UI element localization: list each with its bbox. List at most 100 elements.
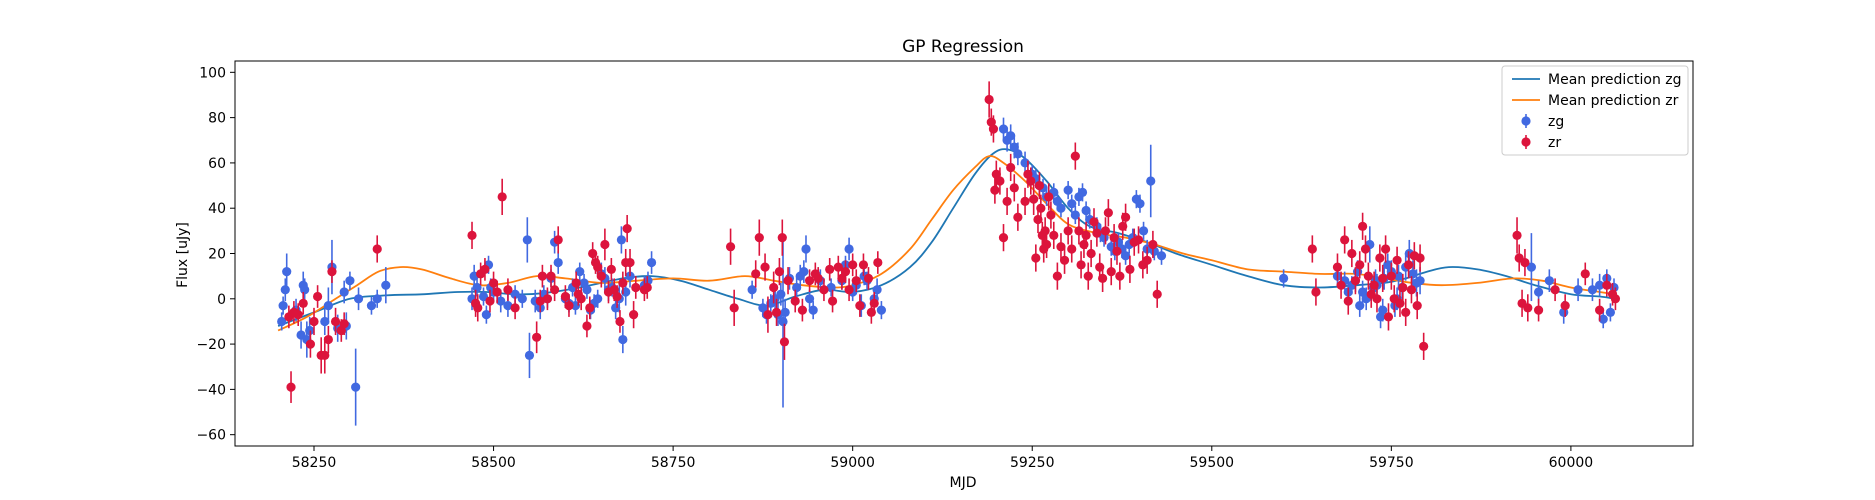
marker xyxy=(478,291,489,302)
marker xyxy=(330,316,341,327)
marker xyxy=(372,294,382,304)
marker xyxy=(585,303,595,313)
y-tick-label: 20 xyxy=(208,247,226,263)
marker xyxy=(1040,226,1050,236)
marker xyxy=(300,285,310,295)
marker xyxy=(1332,262,1343,272)
marker xyxy=(351,382,361,392)
marker xyxy=(873,257,883,268)
marker xyxy=(813,273,823,284)
marker xyxy=(1580,269,1590,279)
legend-label: zr xyxy=(1548,135,1561,151)
marker xyxy=(1052,196,1062,207)
marker xyxy=(1063,185,1073,195)
marker xyxy=(600,239,610,250)
marker xyxy=(522,235,532,245)
data-point-zr xyxy=(1046,201,1056,229)
data-point-zr xyxy=(825,258,835,281)
marker xyxy=(615,316,625,327)
data-point-zr xyxy=(1347,239,1357,268)
data-point-zg xyxy=(282,253,292,290)
marker xyxy=(998,124,1009,134)
marker xyxy=(1133,235,1144,245)
data-point-zr xyxy=(312,285,323,308)
data-point-zr xyxy=(990,176,1000,204)
marker xyxy=(320,350,330,361)
data-point-zr xyxy=(1098,264,1108,292)
legend-item: Mean prediction zr xyxy=(1512,93,1679,109)
legend-marker-swatch xyxy=(1521,137,1531,147)
marker xyxy=(1077,187,1088,197)
data-point-zr xyxy=(848,253,858,277)
data-point-zg xyxy=(472,278,482,297)
marker xyxy=(1121,251,1131,261)
marker xyxy=(524,350,535,361)
data-point-zr xyxy=(625,248,635,277)
data-point-zr xyxy=(754,219,764,256)
data-point-zr xyxy=(631,276,641,299)
data-point-zg xyxy=(618,325,628,354)
data-point-zr xyxy=(546,264,556,288)
data-point-zr xyxy=(1044,183,1054,211)
marker xyxy=(998,233,1009,243)
marker xyxy=(309,316,319,327)
data-point-zr xyxy=(473,294,483,322)
data-point-zr xyxy=(819,278,829,302)
data-point-zr xyxy=(1086,239,1096,268)
data-point-zg xyxy=(320,307,330,336)
marker xyxy=(593,294,603,304)
data-point-zr xyxy=(1403,251,1414,279)
y-tick-label: 40 xyxy=(208,201,226,217)
data-point-zr xyxy=(1311,278,1321,306)
marker xyxy=(1079,239,1089,250)
data-point-zr xyxy=(293,303,303,326)
marker xyxy=(837,273,847,284)
data-point-zr xyxy=(596,264,606,288)
marker xyxy=(1415,253,1425,263)
data-point-zr xyxy=(1100,217,1111,245)
marker xyxy=(1311,287,1321,297)
marker xyxy=(851,276,861,286)
data-point-zg xyxy=(1067,194,1077,213)
marker xyxy=(1358,221,1368,231)
data-point-zg xyxy=(524,332,535,379)
marker xyxy=(747,285,757,295)
data-point-zr xyxy=(863,267,874,290)
data-point-zr xyxy=(1049,221,1059,249)
data-point-zg xyxy=(1598,310,1608,329)
data-point-zg xyxy=(575,262,585,281)
marker xyxy=(1340,235,1350,245)
data-point-zr xyxy=(1355,251,1365,279)
marker xyxy=(1076,260,1086,270)
data-point-zg xyxy=(1135,194,1145,213)
marker xyxy=(776,289,786,299)
marker xyxy=(1142,255,1152,265)
data-point-zr xyxy=(305,330,316,358)
marker xyxy=(642,282,652,293)
marker xyxy=(277,316,287,327)
data-point-zr xyxy=(1380,235,1391,263)
data-point-zr xyxy=(1514,244,1524,272)
legend-label: Mean prediction zg xyxy=(1548,72,1682,88)
marker xyxy=(327,267,337,277)
data-point-zr xyxy=(1336,271,1346,299)
data-point-zr xyxy=(372,235,382,263)
data-point-zr xyxy=(480,258,490,281)
data-point-zg xyxy=(1573,278,1583,302)
data-point-zr xyxy=(1363,262,1373,290)
marker xyxy=(503,300,513,311)
marker xyxy=(819,285,829,295)
marker xyxy=(353,294,364,304)
marker xyxy=(1350,276,1361,286)
marker xyxy=(801,244,811,254)
data-point-zr xyxy=(1602,273,1612,297)
data-point-zr xyxy=(629,301,639,329)
legend-box xyxy=(1501,65,1689,156)
marker xyxy=(560,291,570,302)
marker xyxy=(988,124,999,134)
data-point-zg xyxy=(582,280,592,299)
data-point-zg xyxy=(998,117,1009,141)
data-point-zr xyxy=(1148,230,1158,259)
marker xyxy=(863,273,874,284)
data-point-zr xyxy=(1067,235,1077,263)
